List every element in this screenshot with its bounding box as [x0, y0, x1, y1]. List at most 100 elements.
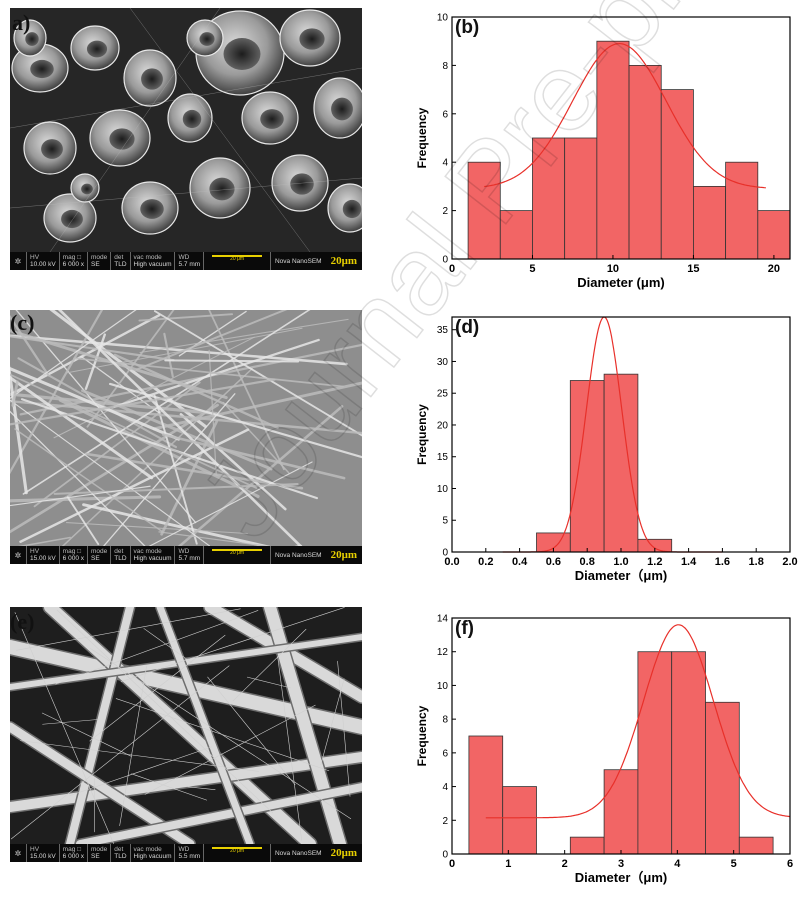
- sem-image-a: ✲ HV 10.00 kV mag □ 6 000 x mode SE det TLD …: [10, 8, 362, 270]
- wd-cell: WD 5.5 mm: [175, 844, 205, 862]
- histogram-d-svg: 0.0 0.2 0.4 0.6 0.8 1.0 1.2 1.4 1.6 1.8 2.0 0 5 10 15 2…: [415, 316, 798, 583]
- panel-label-a: a): [12, 10, 31, 35]
- x-tick-label: 15: [687, 263, 699, 275]
- histogram-d: 0.0 0.2 0.4 0.6 0.8 1.0 1.2 1.4 1.6 1.8 2.0 0 5 10 15 2…: [400, 305, 800, 600]
- hv-cell: HV 15.00 kV: [27, 546, 60, 564]
- det-cell: det TLD: [111, 546, 131, 564]
- y-tick-label: 4: [442, 782, 448, 793]
- sem-infobar-c: ✲ HV 15.00 kV mag □ 6 000 x mode SE det TLD …: [10, 546, 362, 564]
- vac-cell: vac mode High vacuum: [131, 252, 176, 270]
- y-tick-label: 6: [442, 748, 448, 759]
- gaussian-fit-line: [485, 624, 791, 819]
- scale-bar: 20 μm: [204, 252, 271, 270]
- gaussian-fit-line: [484, 42, 766, 189]
- y-tick-label: 2: [442, 206, 448, 217]
- x-tick-label: 5: [731, 858, 737, 870]
- y-tick-label: 12: [437, 647, 449, 658]
- x-tick-label: 4: [674, 858, 681, 870]
- sem-micrograph-c: [10, 310, 362, 546]
- x-tick-label: 0.2: [478, 556, 493, 568]
- sem-micrograph-a: [10, 8, 362, 252]
- histogram-bar: [603, 769, 639, 855]
- x-tick-label: 0: [449, 858, 455, 870]
- fei-logo-icon: ✲: [10, 844, 27, 862]
- y-tick-label: 10: [437, 681, 449, 692]
- y-tick-label: 2: [442, 816, 448, 827]
- panel-label: (b): [455, 17, 479, 38]
- y-axis-label: Frequency: [415, 107, 429, 168]
- scale-label: 20μm: [330, 255, 357, 267]
- sem-infobar-a: ✲ HV 10.00 kV mag □ 6 000 x mode SE det TLD …: [10, 252, 362, 270]
- sem-image-e: ✲ HV 15.00 kV mag □ 6 000 x mode SE det TLD …: [10, 607, 362, 862]
- y-tick-label: 0: [442, 548, 448, 559]
- y-tick-label: 8: [442, 715, 448, 726]
- x-tick-label: 1: [505, 858, 511, 870]
- det-cell: det TLD: [111, 844, 131, 862]
- wd-cell: WD 5.7 mm: [175, 252, 205, 270]
- x-tick-label: 0: [449, 263, 455, 275]
- histogram-bar: [757, 210, 791, 260]
- histogram-bar: [628, 65, 662, 260]
- mag-cell: mag □ 6 000 x: [60, 546, 88, 564]
- x-tick-label: 0.0: [444, 556, 459, 568]
- histogram-bar: [569, 836, 605, 855]
- x-axis-label: Diameter（μm): [575, 568, 667, 583]
- histogram-f: 0 1 2 3 4 5 6 0 2 4 6 8 10 12 14 Diameter（μm) Frequency(…: [400, 600, 800, 895]
- y-tick-label: 35: [437, 325, 449, 336]
- x-tick-label: 0.8: [580, 556, 595, 568]
- mag-cell: mag □ 6 000 x: [60, 844, 88, 862]
- instrument-brand: Nova NanoSEM: [274, 257, 322, 265]
- fei-logo-icon: ✲: [10, 546, 27, 564]
- wd-cell: WD 5.7 mm: [175, 546, 205, 564]
- scale-bar: 20 μm: [204, 546, 271, 564]
- scale-label: 20μm: [330, 549, 357, 561]
- instrument-brand: Nova NanoSEM: [274, 849, 322, 857]
- x-tick-label: 1.6: [715, 556, 730, 568]
- histogram-bar: [596, 40, 630, 260]
- y-tick-label: 20: [437, 420, 449, 431]
- histogram-bar: [502, 786, 537, 855]
- mag-cell: mag □ 6 000 x: [60, 252, 88, 270]
- y-tick-label: 10: [437, 484, 449, 495]
- histogram-bar: [467, 161, 501, 260]
- x-axis-label: Diameter（μm): [575, 870, 667, 885]
- x-axis-label: Diameter (μm): [577, 275, 664, 290]
- x-tick-label: 6: [787, 858, 793, 870]
- y-tick-label: 5: [442, 516, 448, 527]
- vac-cell: vac mode High vacuum: [131, 844, 176, 862]
- histogram-bar: [671, 651, 706, 855]
- histogram-bar: [693, 185, 727, 260]
- plot-frame: [451, 16, 791, 260]
- histogram-bar: [564, 137, 598, 260]
- x-tick-label: 0.4: [512, 556, 528, 568]
- sem-micrograph-e: [10, 607, 362, 844]
- y-tick-label: 8: [442, 61, 448, 72]
- y-tick-label: 10: [437, 13, 449, 24]
- y-tick-label: 6: [442, 109, 448, 120]
- histogram-bar: [499, 210, 533, 260]
- y-tick-label: 25: [437, 389, 449, 400]
- x-tick-label: 0.6: [546, 556, 561, 568]
- histogram-bar: [660, 89, 694, 260]
- mode-cell: mode SE: [88, 252, 112, 270]
- y-tick-label: 30: [437, 357, 449, 368]
- x-tick-label: 20: [768, 263, 780, 275]
- y-tick-label: 0: [442, 255, 448, 266]
- histogram-bar: [725, 161, 759, 260]
- x-tick-label: 3: [618, 858, 624, 870]
- y-tick-label: 15: [437, 452, 449, 463]
- histogram-bar: [468, 735, 504, 855]
- y-axis-label: Frequency: [415, 404, 429, 465]
- x-tick-label: 10: [607, 263, 619, 275]
- histogram-f-svg: 0 1 2 3 4 5 602468101214Diameter（μm)Frequency(…: [415, 614, 793, 886]
- x-tick-label: 1.0: [613, 556, 628, 568]
- panel-label: (d): [455, 317, 479, 338]
- histogram-bar: [569, 380, 605, 553]
- histogram-bar: [532, 137, 566, 260]
- x-tick-label: 1.2: [647, 556, 662, 568]
- sem-image-c: ✲ HV 15.00 kV mag □ 6 000 x mode SE det TLD …: [10, 310, 362, 564]
- panel-label: (f): [455, 618, 474, 639]
- x-tick-label: 1.4: [681, 556, 697, 568]
- hv-cell: HV 15.00 kV: [27, 844, 60, 862]
